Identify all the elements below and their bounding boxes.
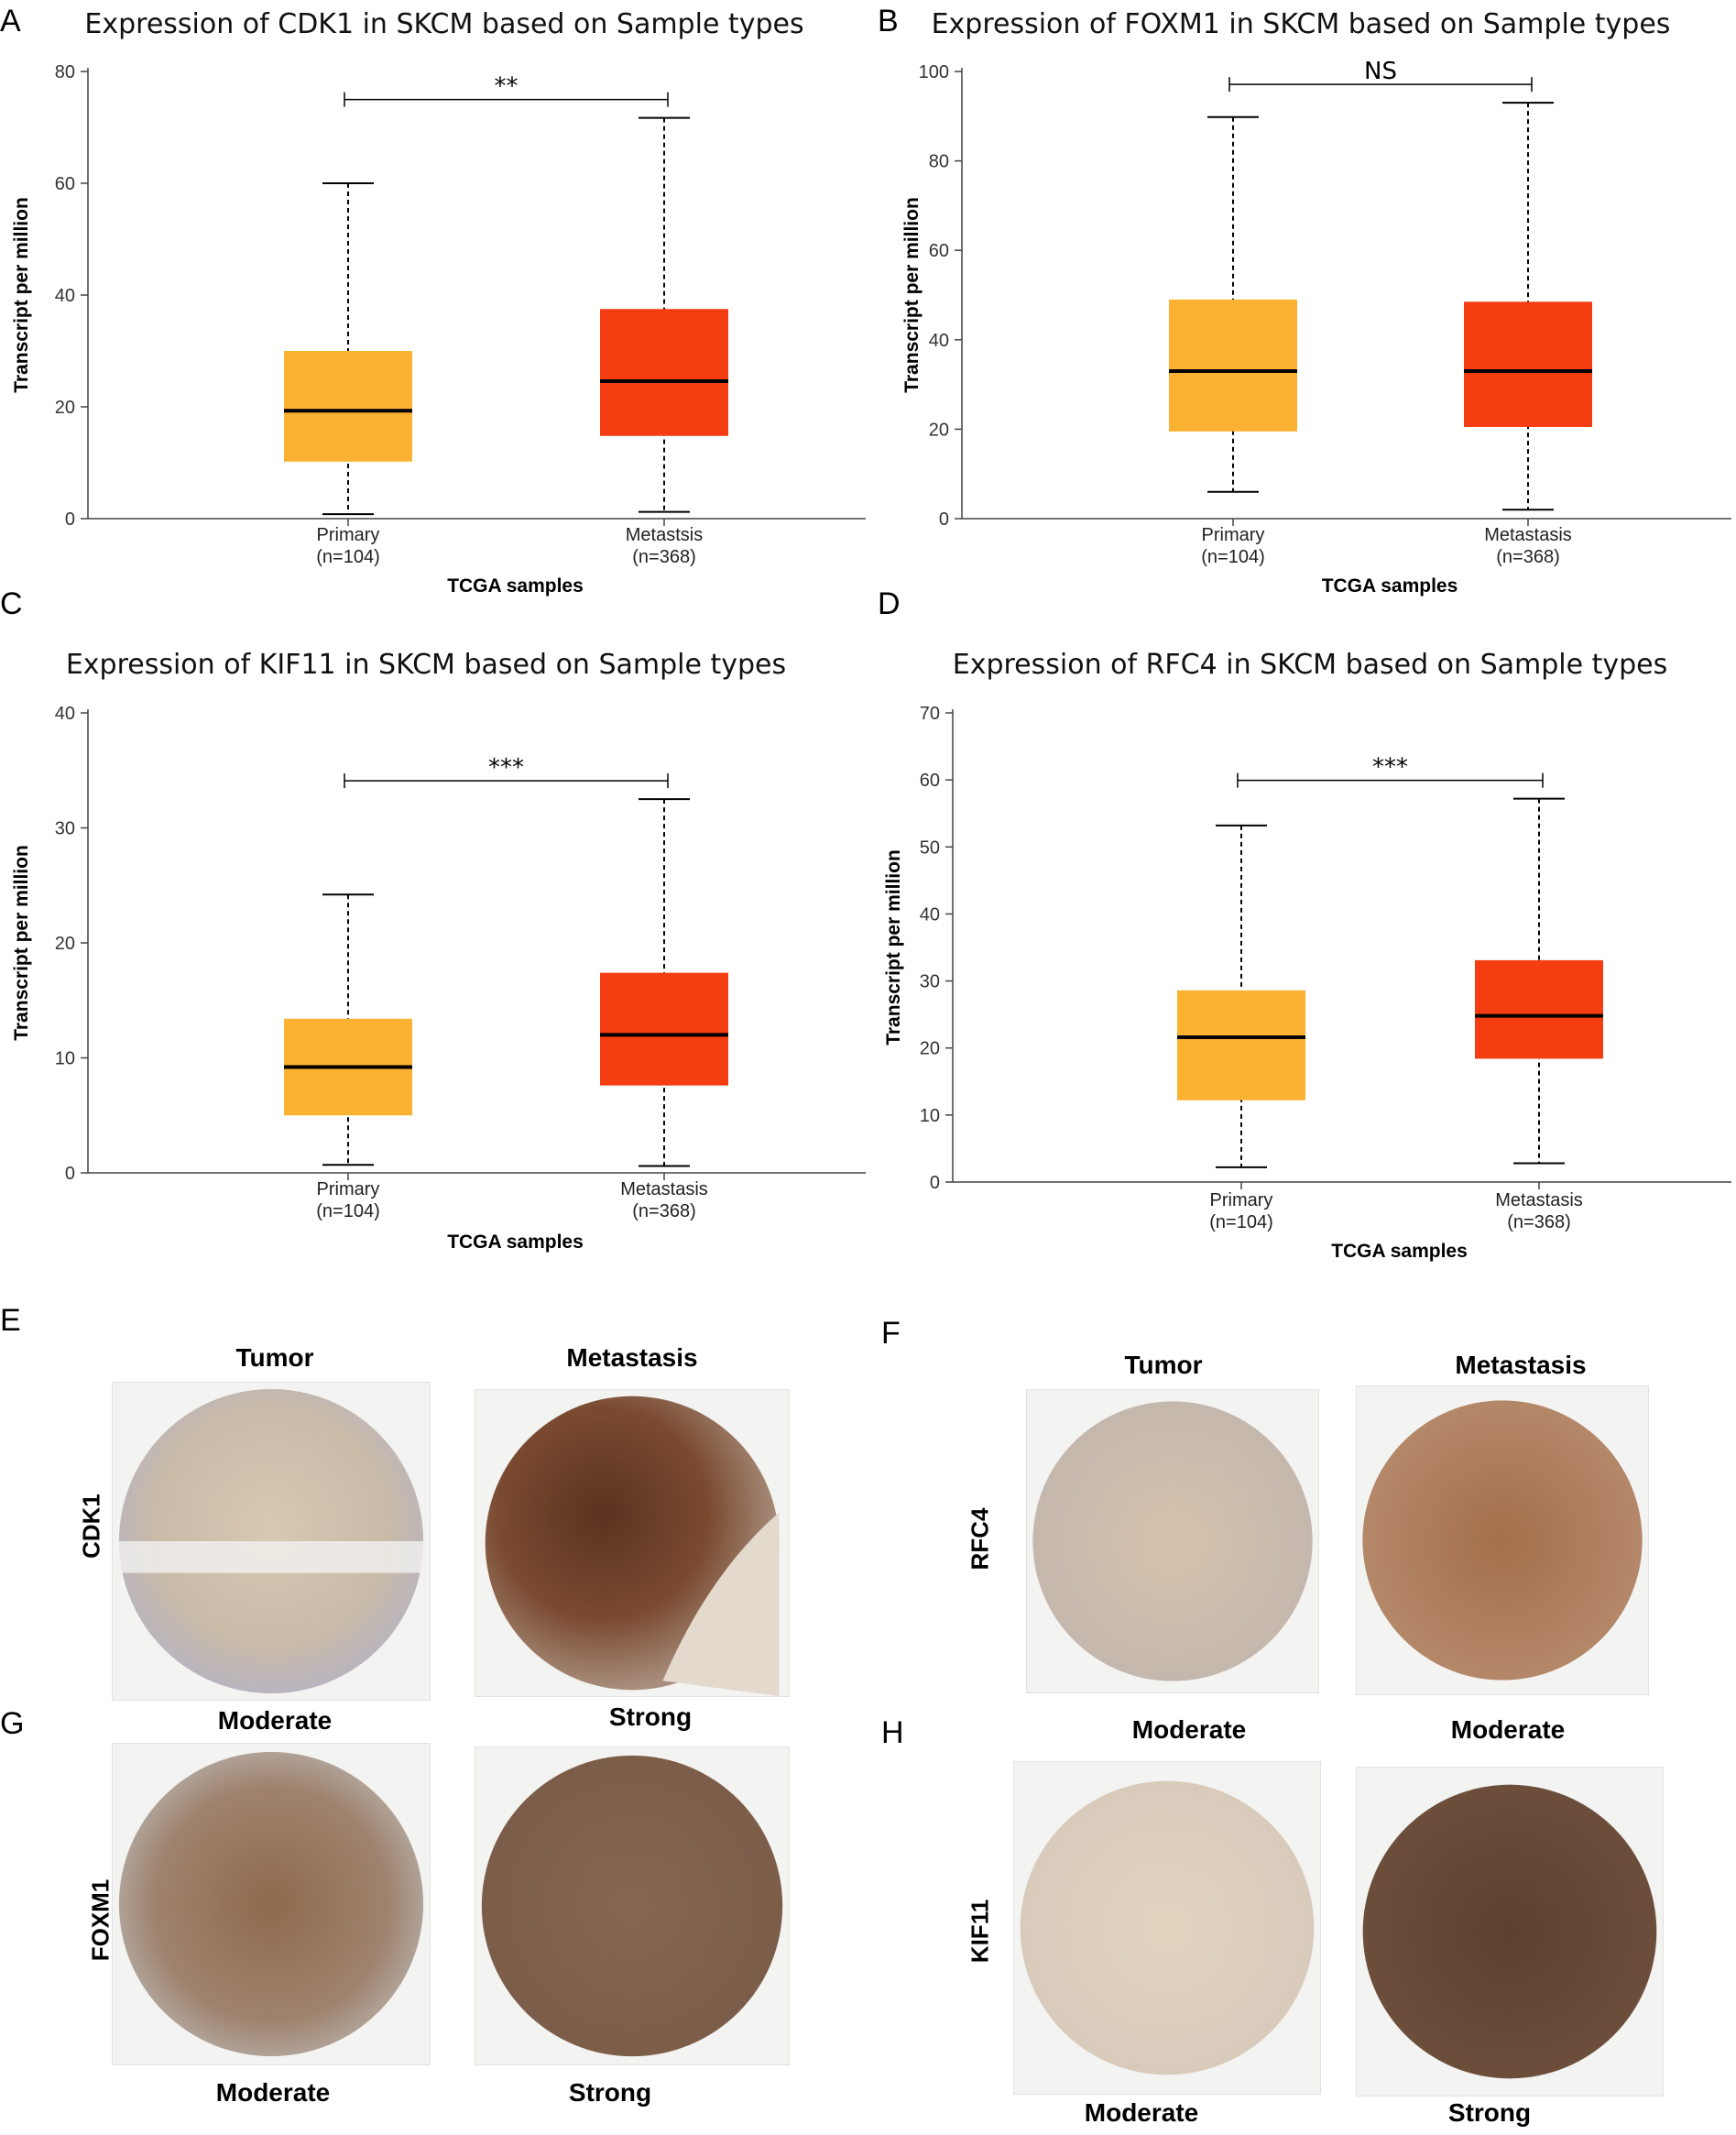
tma-e-metastasis-level: Strong — [608, 1703, 693, 1731]
x-category-count: (n=368) — [1496, 547, 1560, 567]
x-axis-label: TCGA samples — [447, 575, 584, 597]
significance-label: *** — [1372, 754, 1408, 782]
tma-f-metastasis-level: Moderate — [1450, 1715, 1566, 1744]
panel-letter-g: G — [0, 1706, 25, 1741]
y-tick-label: 20 — [929, 420, 949, 440]
y-axis-label: Transcript per million — [11, 197, 32, 393]
tma-e-tumor-level: Moderate — [217, 1706, 333, 1735]
y-axis-label: Transcript per million — [901, 197, 923, 393]
box-metastasis-iqr — [1464, 301, 1592, 427]
tma-f-tumor-image — [1026, 1389, 1319, 1693]
panel-letter-e: E — [0, 1303, 21, 1338]
chart-title: Expression of CDK1 in SKCM based on Samp… — [84, 8, 803, 40]
y-tick-label: 80 — [929, 152, 949, 172]
x-category-label: Primary — [317, 525, 380, 545]
y-tick-label: 40 — [929, 331, 949, 351]
y-tick-label: 70 — [920, 704, 940, 724]
x-category-count: (n=104) — [316, 547, 380, 567]
tma-e-tumor-header: Tumor — [235, 1343, 314, 1372]
y-tick-label: 30 — [55, 819, 75, 839]
tma-g-tumor-image — [112, 1743, 431, 2065]
tma-e-tumor-image — [112, 1382, 431, 1701]
box-primary-iqr — [1169, 299, 1297, 432]
box-metastasis-iqr — [1475, 959, 1603, 1059]
tma-e-metastasis-header: Metastasis — [566, 1343, 698, 1372]
panel-letter-f: F — [881, 1316, 901, 1351]
significance-label: ** — [495, 73, 519, 101]
y-tick-label: 50 — [920, 838, 940, 858]
y-tick-label: 0 — [65, 509, 75, 530]
y-tick-label: 60 — [55, 174, 75, 194]
tma-h-metastasis-image — [1356, 1767, 1664, 2097]
x-axis-label: TCGA samples — [1331, 1241, 1468, 1262]
x-category-label: Metastasis — [1495, 1190, 1583, 1210]
y-tick-label: 10 — [920, 1106, 940, 1126]
panel-letter-h: H — [881, 1715, 904, 1750]
y-tick-label: 60 — [929, 241, 949, 261]
y-tick-label: 30 — [920, 972, 940, 992]
tma-f-tumor-level: Moderate — [1131, 1715, 1247, 1744]
y-tick-label: 20 — [55, 398, 75, 418]
tma-e-metastasis-image — [475, 1389, 790, 1697]
box-metastasis-iqr — [600, 972, 728, 1086]
x-category-label: Metastasis — [1484, 525, 1572, 545]
y-axis-label: Transcript per million — [11, 845, 32, 1041]
panel-letter-a: A — [0, 4, 21, 38]
x-category-label: Metastsis — [626, 525, 703, 545]
x-category-count: (n=368) — [1507, 1212, 1571, 1232]
y-tick-label: 80 — [55, 62, 75, 82]
x-category-count: (n=104) — [1209, 1212, 1273, 1232]
x-axis-label: TCGA samples — [1322, 575, 1458, 597]
box-metastsis-iqr — [600, 309, 728, 436]
chart-title: Expression of FOXM1 in SKCM based on Sam… — [932, 8, 1671, 40]
y-tick-label: 0 — [939, 509, 949, 530]
chart-title: Expression of RFC4 in SKCM based on Samp… — [953, 649, 1668, 681]
x-category-label: Primary — [1202, 525, 1265, 545]
tma-g-tumor-level: Moderate — [215, 2078, 331, 2107]
tma-f-metastasis-image — [1356, 1385, 1649, 1695]
x-category-label: Metastasis — [620, 1179, 708, 1199]
tma-f-gene-label: RFC4 — [966, 1507, 994, 1571]
tma-h-tumor-level: Moderate — [1084, 2098, 1199, 2127]
x-category-count: (n=104) — [316, 1201, 380, 1221]
y-tick-label: 20 — [920, 1039, 940, 1059]
tma-g-metastasis-image — [475, 1746, 790, 2065]
tma-f-metastasis-header: Metastasis — [1455, 1351, 1587, 1379]
y-tick-label: 40 — [55, 704, 75, 724]
panel-letter-c: C — [0, 586, 23, 621]
tma-f-tumor-header: Tumor — [1124, 1351, 1203, 1379]
chart-title: Expression of KIF11 in SKCM based on Sam… — [66, 649, 786, 681]
y-tick-label: 40 — [920, 904, 940, 925]
x-category-count: (n=104) — [1201, 547, 1265, 567]
y-tick-label: 60 — [920, 771, 940, 791]
y-tick-label: 10 — [55, 1049, 75, 1069]
panel-letter-b: B — [878, 4, 899, 38]
tma-e-gene-label: CDK1 — [77, 1494, 105, 1559]
tma-h-tumor-image — [1013, 1761, 1321, 2095]
y-tick-label: 0 — [930, 1173, 940, 1193]
y-tick-label: 100 — [919, 62, 949, 82]
x-category-label: Primary — [317, 1179, 380, 1199]
tma-g-gene-label: FOXM1 — [86, 1878, 115, 1962]
tma-g-metastasis-level: Strong — [568, 2078, 652, 2107]
y-tick-label: 20 — [55, 934, 75, 954]
x-category-label: Primary — [1210, 1190, 1273, 1210]
panel-letter-d: D — [878, 586, 901, 621]
tma-h-gene-label: KIF11 — [966, 1899, 994, 1964]
box-primary-iqr — [1177, 990, 1305, 1100]
x-category-count: (n=368) — [632, 1201, 696, 1221]
y-tick-label: 0 — [65, 1164, 75, 1184]
y-axis-label: Transcript per million — [883, 849, 904, 1046]
x-category-count: (n=368) — [632, 547, 696, 567]
tma-h-metastasis-level: Strong — [1447, 2098, 1532, 2127]
x-axis-label: TCGA samples — [447, 1232, 584, 1253]
significance-label: NS — [1364, 58, 1397, 85]
significance-label: *** — [488, 754, 524, 782]
box-primary-iqr — [284, 351, 412, 462]
y-tick-label: 40 — [55, 286, 75, 306]
